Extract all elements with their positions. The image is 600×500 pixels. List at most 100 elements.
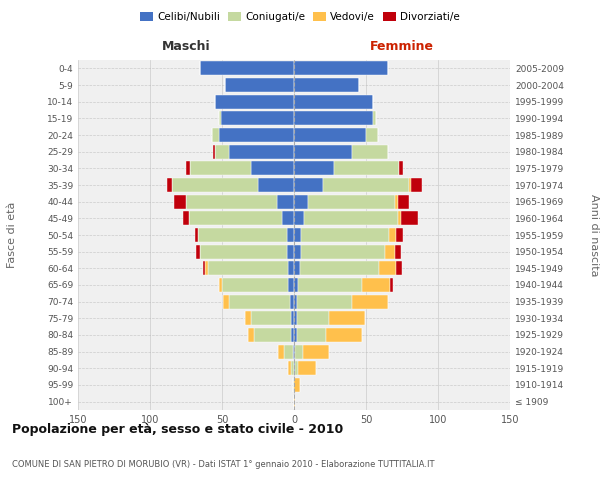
Bar — [294, 261, 300, 276]
Bar — [294, 244, 301, 259]
Bar — [290, 294, 294, 308]
Bar — [294, 162, 334, 175]
Bar — [294, 228, 301, 242]
Bar — [297, 328, 326, 342]
Bar — [294, 211, 304, 226]
Bar — [395, 194, 398, 209]
Bar — [197, 228, 287, 242]
Bar — [219, 112, 221, 126]
Bar — [196, 244, 200, 259]
Bar — [200, 244, 287, 259]
Bar — [295, 344, 302, 359]
Bar — [214, 144, 215, 159]
Text: Fasce di età: Fasce di età — [7, 202, 17, 268]
Bar — [229, 294, 290, 308]
Bar — [219, 278, 222, 292]
Bar — [398, 211, 401, 226]
Bar — [293, 344, 294, 359]
Bar — [183, 211, 189, 226]
Bar — [203, 261, 205, 276]
Bar — [396, 228, 403, 242]
Bar — [401, 211, 418, 226]
Bar — [186, 162, 190, 175]
Bar — [294, 144, 352, 159]
Bar — [293, 378, 294, 392]
Bar — [208, 261, 288, 276]
Bar — [301, 244, 385, 259]
Bar — [398, 194, 409, 209]
Bar — [283, 211, 294, 226]
Bar — [294, 378, 300, 392]
Bar — [294, 178, 323, 192]
Bar — [329, 311, 365, 326]
Bar — [294, 294, 297, 308]
Bar — [189, 211, 283, 226]
Bar — [308, 194, 395, 209]
Bar — [190, 162, 251, 175]
Bar — [323, 178, 409, 192]
Bar — [294, 278, 298, 292]
Bar — [284, 344, 293, 359]
Bar — [287, 244, 294, 259]
Bar — [396, 261, 402, 276]
Bar — [389, 228, 396, 242]
Bar — [385, 244, 395, 259]
Bar — [205, 261, 208, 276]
Bar — [222, 278, 288, 292]
Bar — [294, 78, 359, 92]
Bar — [379, 261, 396, 276]
Bar — [294, 394, 295, 409]
Text: Maschi: Maschi — [161, 40, 211, 52]
Bar — [334, 162, 399, 175]
Bar — [326, 328, 362, 342]
Bar — [288, 278, 294, 292]
Bar — [410, 178, 422, 192]
Bar — [251, 162, 294, 175]
Bar — [258, 178, 294, 192]
Bar — [291, 311, 294, 326]
Text: Popolazione per età, sesso e stato civile - 2010: Popolazione per età, sesso e stato civil… — [12, 422, 343, 436]
Bar — [366, 128, 377, 142]
Bar — [302, 344, 329, 359]
Bar — [294, 328, 297, 342]
Bar — [223, 294, 229, 308]
Bar — [409, 178, 410, 192]
Bar — [172, 178, 258, 192]
Bar — [212, 128, 219, 142]
Bar — [225, 78, 294, 92]
Bar — [298, 278, 362, 292]
Bar — [300, 261, 379, 276]
Bar — [215, 144, 229, 159]
Bar — [362, 278, 391, 292]
Bar — [297, 311, 329, 326]
Bar — [254, 328, 291, 342]
Bar — [221, 112, 294, 126]
Bar — [186, 194, 277, 209]
Bar — [298, 361, 316, 376]
Bar — [294, 112, 373, 126]
Text: Femmine: Femmine — [370, 40, 434, 52]
Bar — [278, 344, 284, 359]
Bar — [248, 328, 254, 342]
Bar — [304, 211, 398, 226]
Legend: Celibi/Nubili, Coniugati/e, Vedovi/e, Divorziati/e: Celibi/Nubili, Coniugati/e, Vedovi/e, Di… — [136, 8, 464, 26]
Bar — [251, 311, 291, 326]
Bar — [352, 294, 388, 308]
Bar — [297, 294, 352, 308]
Bar — [287, 228, 294, 242]
Bar — [373, 112, 376, 126]
Bar — [399, 162, 403, 175]
Bar — [294, 361, 295, 376]
Bar — [391, 278, 394, 292]
Bar — [245, 311, 251, 326]
Bar — [288, 261, 294, 276]
Bar — [200, 62, 294, 76]
Bar — [294, 128, 366, 142]
Bar — [294, 344, 295, 359]
Bar — [294, 94, 373, 109]
Bar — [294, 311, 297, 326]
Bar — [175, 194, 186, 209]
Bar — [395, 244, 401, 259]
Bar — [294, 194, 308, 209]
Bar — [301, 228, 389, 242]
